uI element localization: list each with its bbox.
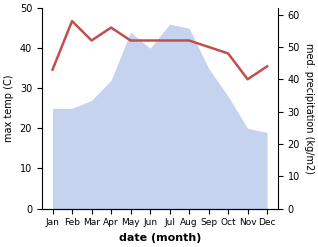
Y-axis label: med. precipitation (kg/m2): med. precipitation (kg/m2) — [304, 43, 314, 174]
Y-axis label: max temp (C): max temp (C) — [4, 75, 14, 142]
X-axis label: date (month): date (month) — [119, 233, 201, 243]
